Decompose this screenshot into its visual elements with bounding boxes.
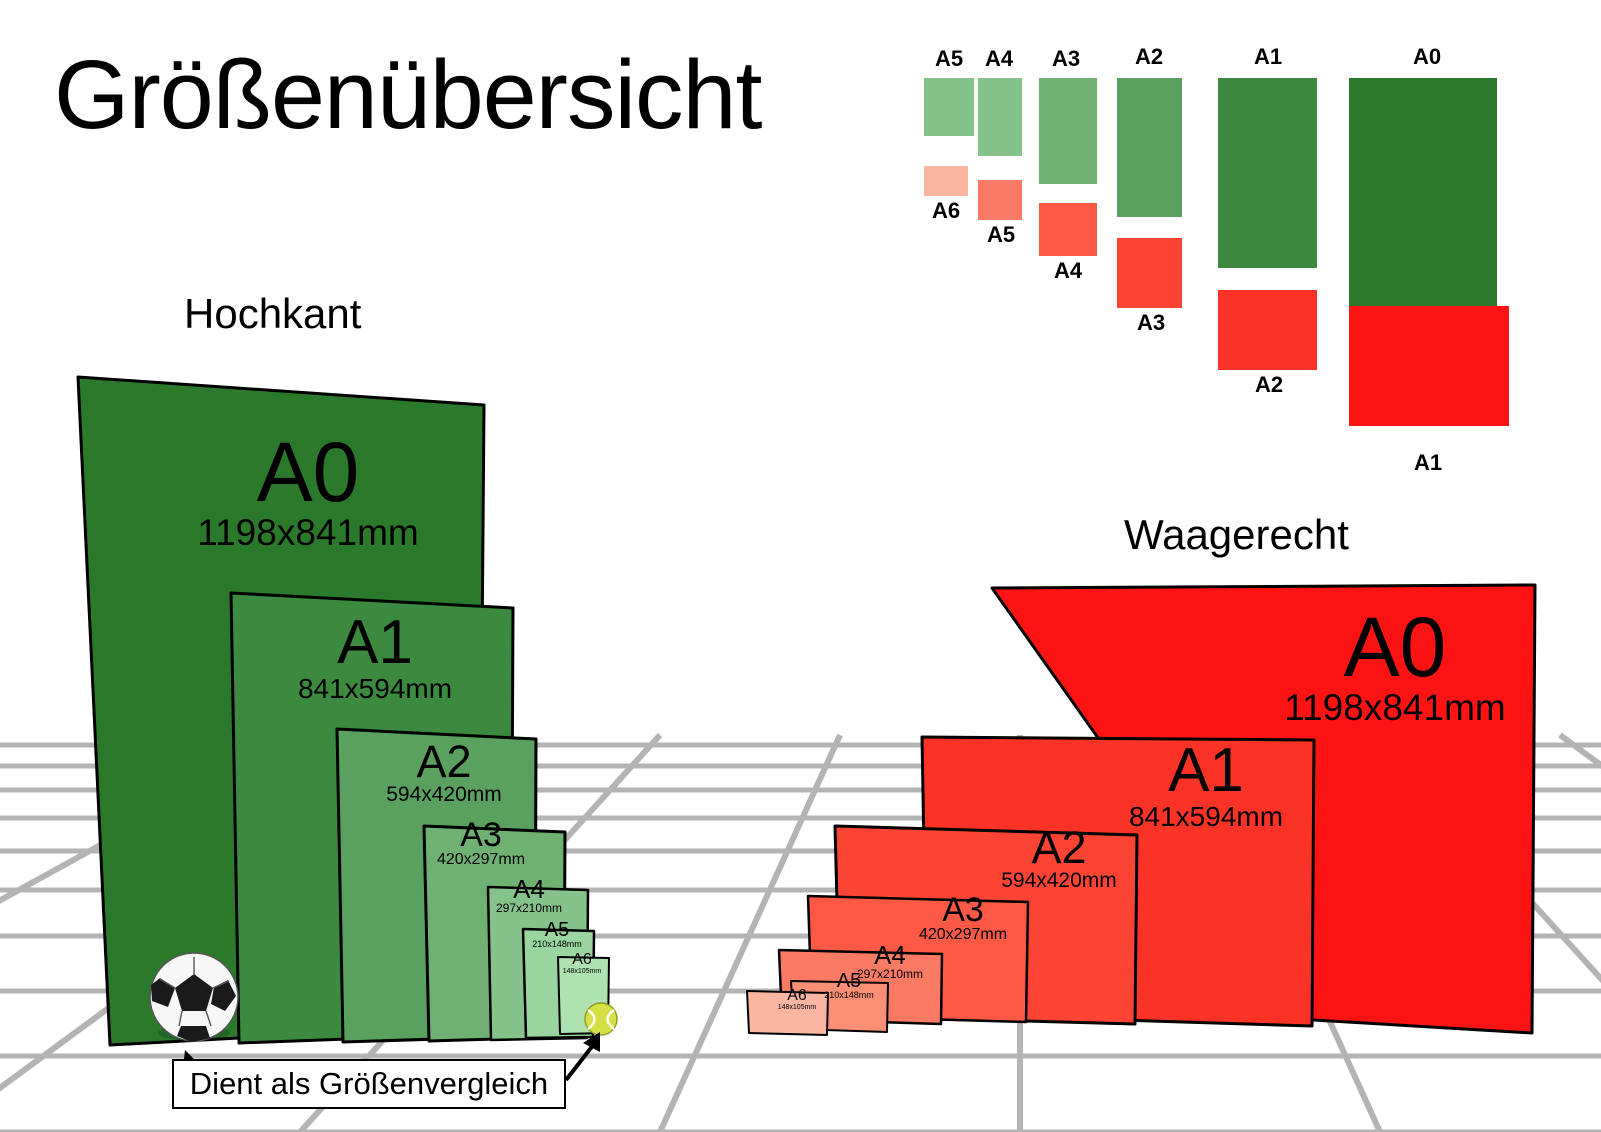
cascade-top-label-a4: A4 (984, 46, 1014, 71)
cascade-red-a1 (1349, 306, 1509, 426)
cascade-bottom-label-a3: A3 (1136, 310, 1166, 335)
cascade-top-label-a5: A5 (934, 46, 964, 71)
cascade-top-label-a3: A3 (1051, 46, 1081, 71)
cascade-bottom-label-a4: A4 (1053, 258, 1083, 283)
cascade-green-a0 (1349, 78, 1497, 348)
cascade-green-a4 (978, 78, 1022, 156)
landscape-section-heading: Waagerecht (1124, 511, 1349, 558)
cascade-bottom-label-a5: A5 (986, 222, 1016, 247)
cascade-green-a3 (1039, 78, 1097, 184)
cascade-green-a1 (1218, 78, 1317, 268)
cascade-green-a5 (924, 78, 974, 136)
cascade-bottom-label-a6: A6 (931, 198, 961, 223)
cascade-red-a6 (924, 166, 968, 196)
cascade-bottom-label-a1: A1 (1413, 450, 1443, 475)
cascade-top-label-a1: A1 (1253, 44, 1283, 69)
cascade-green-a2 (1117, 78, 1182, 217)
cascade-red-a4 (1039, 203, 1097, 256)
cascade-top-label-a0: A0 (1412, 44, 1442, 69)
cascade-red-a3 (1117, 238, 1182, 308)
cascade-bottom-label-a2: A2 (1254, 372, 1284, 397)
cascade-red-a5 (978, 180, 1022, 220)
page-title: Größenübersicht (54, 40, 762, 149)
size-comparison-caption: Dient als Größenvergleich (172, 1059, 566, 1109)
format-cascade-diagram: A5 A6 A4 A5 A3 A4 A2 A3 A1 A2 A0 A1 (900, 30, 1601, 530)
cascade-red-a2 (1218, 290, 1317, 370)
portrait-section-heading: Hochkant (184, 290, 362, 337)
cascade-top-label-a2: A2 (1134, 44, 1164, 69)
